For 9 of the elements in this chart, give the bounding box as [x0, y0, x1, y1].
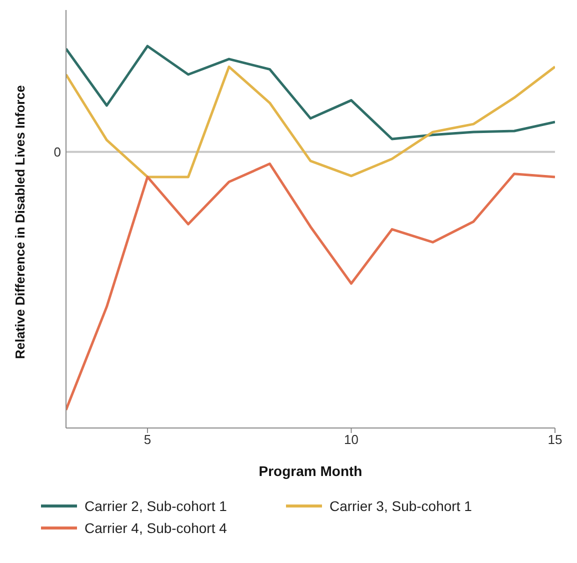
x-axis-title: Program Month	[258, 463, 362, 479]
y-axis-title: Relative Difference in Disabled Lives Inforce	[12, 85, 28, 359]
x-tick-label: 10	[344, 432, 358, 448]
x-tick-label: 15	[548, 432, 562, 448]
legend-label: Carrier 4, Sub-cohort 4	[84, 520, 227, 536]
ref-line-label: 0	[54, 144, 61, 160]
legend-label: Carrier 2, Sub-cohort 1	[84, 498, 227, 514]
legend-label: Carrier 3, Sub-cohort 1	[330, 498, 472, 514]
x-tick-label: 5	[144, 432, 152, 448]
